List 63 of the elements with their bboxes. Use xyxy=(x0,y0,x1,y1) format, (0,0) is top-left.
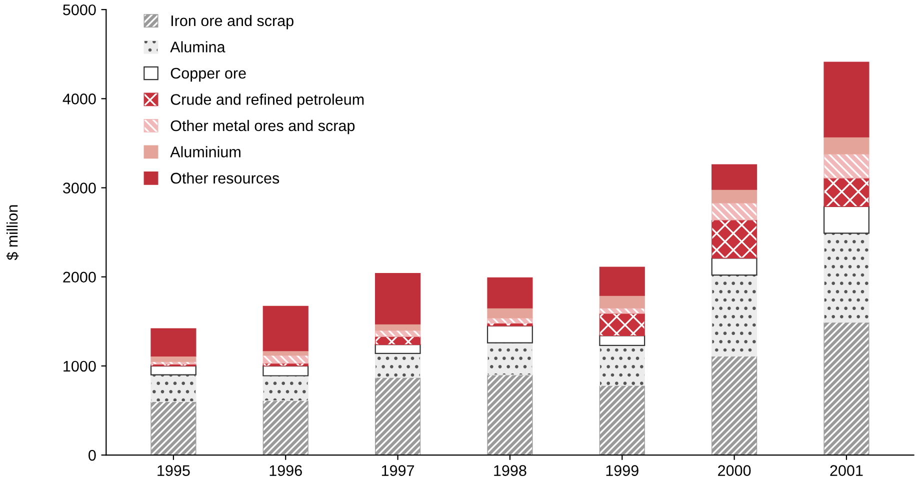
bar xyxy=(150,356,196,362)
legend-label: Iron ore and scrap xyxy=(172,14,294,30)
bar xyxy=(712,189,758,204)
bar xyxy=(150,365,196,376)
bar xyxy=(375,336,421,345)
bar xyxy=(374,344,421,354)
y-axis-title: $ million xyxy=(6,205,19,260)
bar xyxy=(150,374,196,402)
x-tick-label: 1996 xyxy=(270,465,302,476)
x-tick-label: 2001 xyxy=(830,465,863,476)
x-tick-label: 1999 xyxy=(606,465,638,476)
bar xyxy=(824,322,870,456)
bar xyxy=(262,306,308,352)
bar xyxy=(599,385,645,456)
y-tick-label: 4000 xyxy=(62,94,96,104)
legend-label: Crude and refined petroleum xyxy=(170,94,364,108)
y-tick-label: 0 xyxy=(88,450,96,461)
bar xyxy=(823,206,870,234)
bar xyxy=(824,232,870,323)
legend-label: Aluminium xyxy=(170,146,240,158)
bar xyxy=(824,62,870,138)
bar xyxy=(262,375,308,402)
bar xyxy=(599,295,645,308)
bar xyxy=(487,342,533,376)
bar xyxy=(487,317,533,324)
bar xyxy=(375,377,421,456)
x-tick-label: 2000 xyxy=(718,465,751,476)
y-tick-label: 5000 xyxy=(63,4,96,16)
bar xyxy=(599,266,645,296)
bar xyxy=(712,274,758,357)
bar xyxy=(712,356,758,456)
y-tick-label: 3000 xyxy=(63,182,96,194)
x-tick-label: 1998 xyxy=(494,465,526,476)
bar xyxy=(487,308,533,318)
bar xyxy=(712,164,758,190)
bar xyxy=(487,277,533,308)
bar xyxy=(712,202,758,220)
bar xyxy=(375,272,421,324)
bar xyxy=(262,354,308,364)
bar xyxy=(487,374,533,456)
bar xyxy=(262,400,308,456)
bar xyxy=(375,353,421,378)
bar xyxy=(599,313,645,336)
y-tick-label: 2000 xyxy=(63,272,96,283)
x-tick-label: 1995 xyxy=(158,465,190,476)
bar xyxy=(599,335,646,346)
bar xyxy=(824,154,870,178)
y-tick-label: 1000 xyxy=(64,360,96,372)
legend-label: Copper ore xyxy=(170,68,246,82)
bar xyxy=(712,219,758,258)
bar xyxy=(599,345,645,386)
bar xyxy=(824,136,870,154)
bar xyxy=(375,330,421,337)
legend-label: Other metal ores and scrap xyxy=(170,120,355,134)
x-tick-label: 1997 xyxy=(382,465,414,476)
legend-label: Alumina xyxy=(170,41,226,52)
bar xyxy=(486,325,533,344)
legend-label: Other resources xyxy=(170,172,280,184)
bar xyxy=(824,178,870,207)
bar xyxy=(150,328,196,357)
bar xyxy=(150,401,196,456)
bar xyxy=(262,365,309,376)
bar xyxy=(711,258,758,276)
